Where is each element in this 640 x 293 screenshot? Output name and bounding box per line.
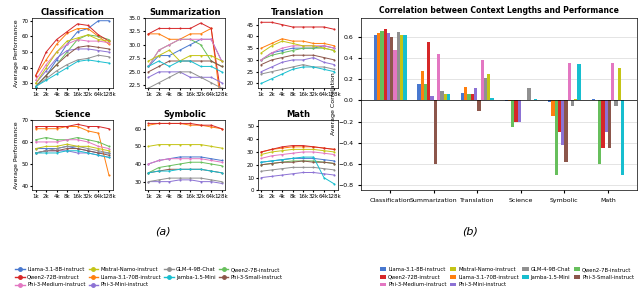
Bar bbox=[387, 33, 390, 100]
Bar bbox=[591, 99, 595, 100]
Bar bbox=[618, 69, 621, 100]
Text: (a): (a) bbox=[156, 226, 171, 236]
Bar bbox=[568, 63, 571, 100]
Bar bbox=[400, 35, 403, 100]
Bar bbox=[611, 63, 614, 100]
Bar bbox=[577, 64, 580, 100]
Bar bbox=[605, 100, 608, 132]
Bar bbox=[602, 100, 605, 148]
Bar bbox=[437, 54, 440, 100]
Bar bbox=[608, 100, 611, 148]
Y-axis label: Average Performance: Average Performance bbox=[13, 121, 19, 189]
Title: Correlation between Context Lengths and Performance: Correlation between Context Lengths and … bbox=[379, 6, 619, 16]
Bar bbox=[511, 100, 515, 127]
Bar bbox=[504, 100, 508, 101]
Bar bbox=[397, 33, 400, 100]
Bar bbox=[574, 99, 577, 100]
Y-axis label: Average Performance: Average Performance bbox=[13, 19, 19, 87]
Bar bbox=[487, 74, 490, 100]
Title: Math: Math bbox=[286, 110, 310, 119]
Bar bbox=[444, 94, 447, 100]
Bar bbox=[383, 29, 387, 100]
Title: Classification: Classification bbox=[40, 8, 104, 17]
Title: Translation: Translation bbox=[271, 8, 324, 17]
Bar bbox=[551, 100, 555, 116]
Bar bbox=[527, 88, 531, 100]
Legend: Llama-3.1-8B-instruct, Qwen2-72B-instruct, Phi-3-Medium-instruct, Mistral-Namo-i: Llama-3.1-8B-instruct, Qwen2-72B-instruc… bbox=[15, 267, 282, 287]
Bar bbox=[564, 100, 568, 162]
Bar bbox=[561, 100, 564, 145]
Bar bbox=[403, 35, 406, 100]
Title: Summarization: Summarization bbox=[149, 8, 221, 17]
Title: Symbolic: Symbolic bbox=[164, 110, 207, 119]
Bar bbox=[518, 100, 521, 122]
Bar bbox=[467, 94, 471, 100]
Bar bbox=[558, 100, 561, 132]
Bar bbox=[598, 100, 602, 164]
Bar bbox=[571, 100, 574, 105]
Bar bbox=[394, 50, 397, 100]
Bar bbox=[508, 100, 511, 101]
Bar bbox=[464, 86, 467, 100]
Bar bbox=[420, 71, 424, 100]
Bar bbox=[428, 42, 431, 100]
Bar bbox=[477, 100, 481, 111]
Bar bbox=[461, 93, 464, 100]
Bar bbox=[481, 60, 484, 100]
Bar bbox=[424, 84, 428, 100]
Text: (b): (b) bbox=[463, 226, 478, 236]
Bar bbox=[390, 37, 394, 100]
Bar bbox=[417, 84, 420, 100]
Bar bbox=[380, 31, 383, 100]
Bar bbox=[490, 98, 493, 100]
Legend: Llama-3.1-8B-instruct, Qwen2-72B-instruct, Phi-3-Medium-instruct, Mistral-Namo-i: Llama-3.1-8B-instruct, Qwen2-72B-instruc… bbox=[380, 267, 634, 287]
Bar bbox=[474, 88, 477, 100]
Bar bbox=[621, 100, 624, 175]
Bar bbox=[374, 35, 377, 100]
Bar bbox=[484, 78, 487, 100]
Bar bbox=[548, 100, 551, 103]
Y-axis label: Average Correlation: Average Correlation bbox=[331, 73, 336, 135]
Bar bbox=[555, 100, 558, 175]
Bar bbox=[434, 100, 437, 164]
Bar bbox=[440, 91, 444, 100]
Title: Science: Science bbox=[54, 110, 90, 119]
Bar bbox=[431, 96, 434, 100]
Bar bbox=[534, 99, 537, 100]
Bar bbox=[515, 100, 518, 122]
Bar bbox=[377, 33, 380, 100]
Bar bbox=[447, 94, 450, 100]
Bar bbox=[614, 100, 618, 105]
Bar bbox=[471, 94, 474, 100]
